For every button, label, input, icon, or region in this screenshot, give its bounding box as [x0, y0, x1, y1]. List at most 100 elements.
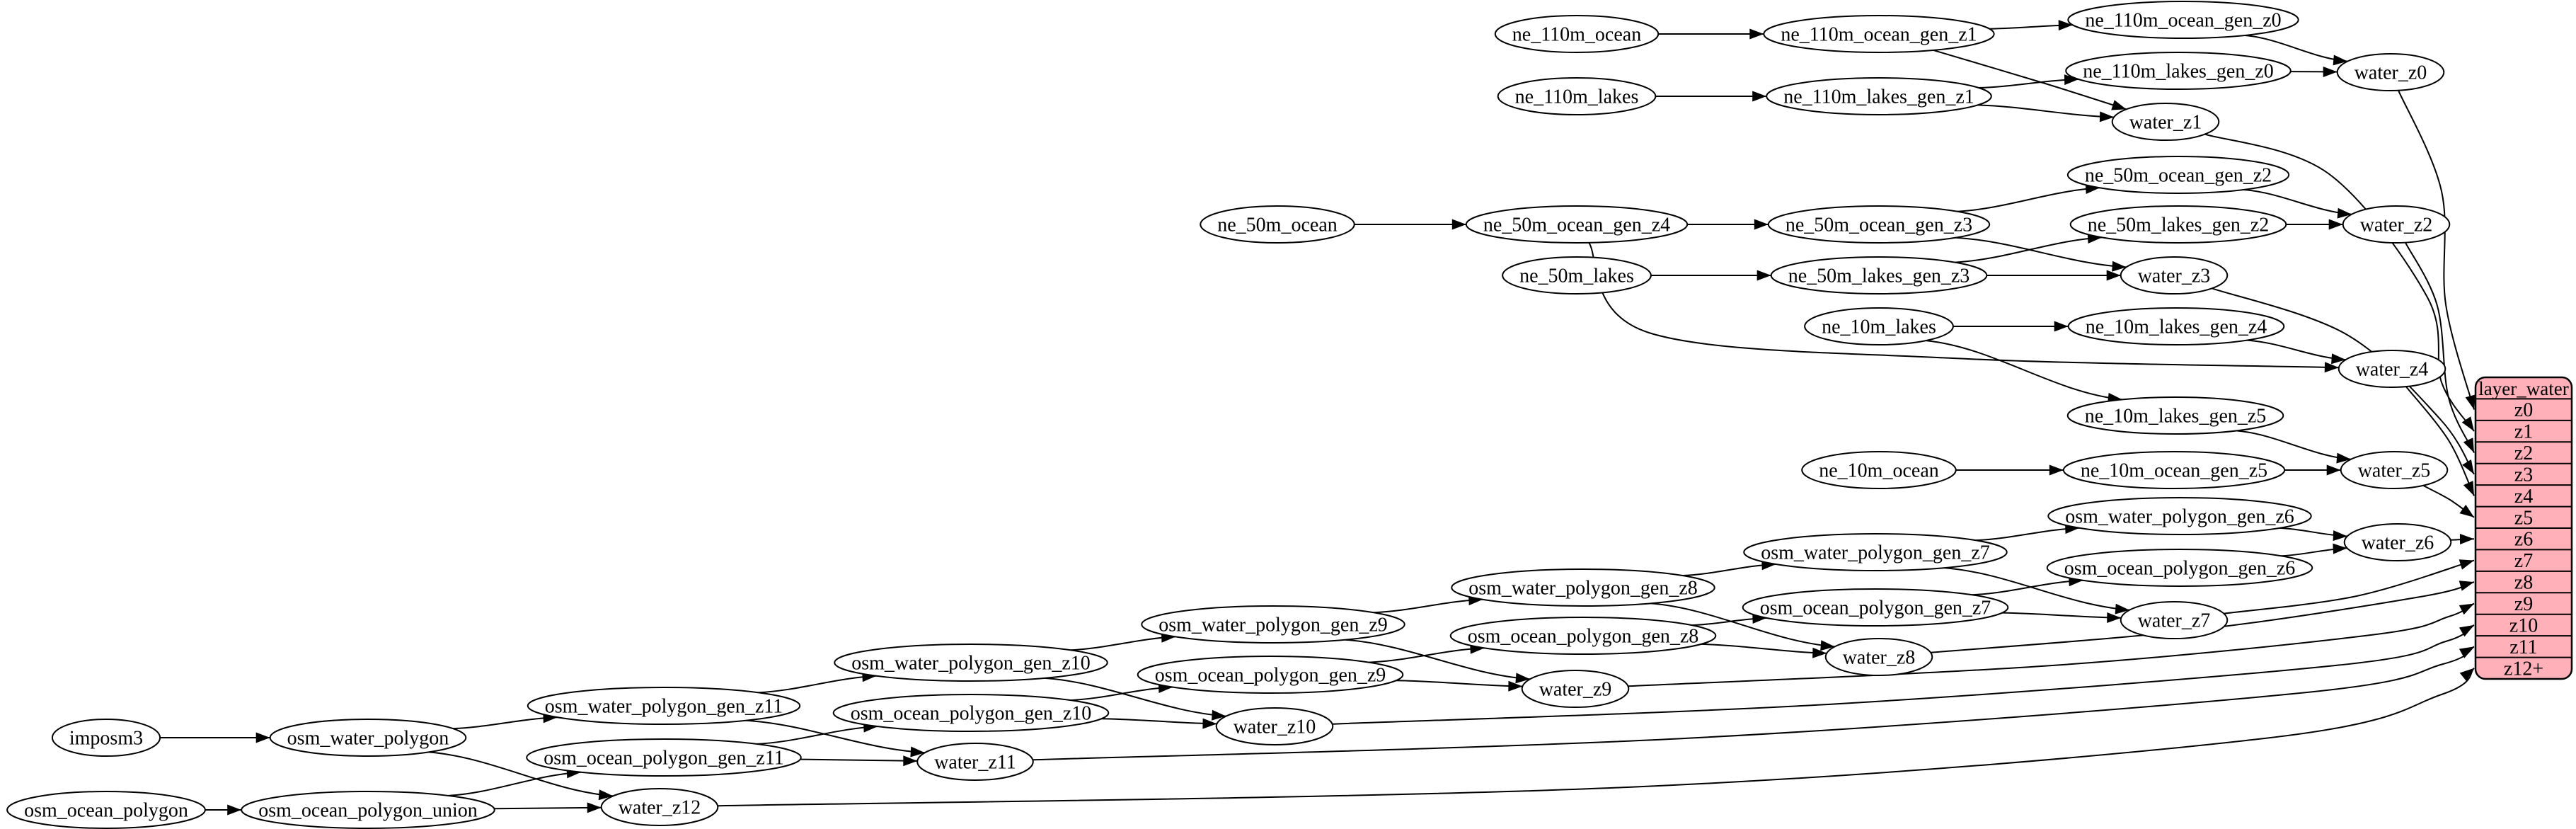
node-ellipse	[916, 743, 1034, 781]
node-ellipse	[1200, 205, 1355, 244]
layer-water-row-z6: z6	[2514, 529, 2533, 551]
node-label: ne_10m_ocean	[1819, 460, 1939, 482]
arrowhead-icon	[2463, 438, 2474, 453]
node-label: osm_ocean_polygon_gen_z11	[544, 748, 784, 770]
arrowhead-icon	[2058, 20, 2073, 31]
edge-osm_ocean_polygon_union--osm_ocean_polygon_gen_z11	[448, 771, 582, 796]
node-ne_50m_ocean_gen_z4: ne_50m_ocean_gen_z4	[1465, 205, 1689, 244]
edge-osm_water_polygon_gen_z8--water_z8	[1650, 602, 1835, 648]
edge-ne_10m_lakes_gen_z4--water_z4	[2246, 339, 2346, 361]
node-label: ne_50m_ocean	[1217, 215, 1338, 236]
node-ellipse	[832, 694, 1110, 732]
node-ellipse	[241, 791, 495, 829]
node-water_z8: water_z8	[1824, 638, 1933, 676]
node-label: ne_10m_lakes	[1822, 316, 1936, 338]
edge-osm_water_polygon_gen_z11--osm_water_polygon_gen_z10	[758, 675, 877, 694]
layer-water-row-z12+: z12+	[2504, 658, 2543, 680]
node-ellipse	[2343, 523, 2452, 561]
arrowhead-icon	[910, 746, 925, 757]
node-ellipse	[1742, 588, 2009, 627]
node-osm_ocean_polygon_union: osm_ocean_polygon_union	[241, 791, 495, 829]
node-label: water_z3	[2138, 265, 2211, 287]
node-ellipse	[2066, 396, 2284, 435]
edge-ne_50m_ocean_gen_z3--water_z3	[1955, 236, 2127, 268]
node-ellipse	[1451, 568, 1715, 607]
node-label: osm_water_polygon_gen_z10	[851, 653, 1091, 675]
node-water_z9: water_z9	[1521, 670, 1630, 708]
arrowhead-icon	[1754, 219, 1769, 230]
node-ne_110m_lakes_gen_z0: ne_110m_lakes_gen_z0	[2065, 52, 2292, 90]
node-water_z11: water_z11	[916, 743, 1034, 781]
node-label: water_z8	[1843, 647, 1916, 669]
node-label: osm_water_polygon_gen_z8	[1468, 578, 1698, 600]
node-ne_50m_ocean: ne_50m_ocean	[1200, 205, 1355, 244]
node-label: osm_ocean_polygon_gen_z8	[1468, 626, 1699, 648]
edge-osm_water_polygon_gen_z7--water_z7	[1944, 567, 2130, 611]
node-label: osm_ocean_polygon_gen_z9	[1155, 665, 1386, 687]
node-ellipse	[1449, 617, 1717, 655]
node-ellipse	[526, 738, 802, 777]
node-osm_ocean_polygon_gen_z8: osm_ocean_polygon_gen_z8	[1449, 617, 1717, 655]
arrowhead-icon	[2099, 111, 2115, 122]
node-label: water_z11	[934, 752, 1016, 774]
arrowhead-icon	[587, 802, 602, 813]
arrowhead-icon	[2106, 270, 2121, 281]
edge-osm_ocean_polygon_gen_z11--osm_ocean_polygon_gen_z10	[757, 726, 878, 745]
arrowhead-icon	[2461, 416, 2474, 432]
layer-water-table: layer_waterz0z1z2z3z4z5z6z7z8z9z10z11z12…	[2474, 376, 2573, 680]
arrowhead-icon	[1508, 680, 1523, 692]
arrowhead-icon	[1202, 718, 1217, 729]
node-label: osm_water_polygon_gen_z7	[1761, 542, 1990, 564]
edge-water_z12--layer_water-z12+	[718, 668, 2475, 807]
arrowhead-icon	[2337, 207, 2352, 219]
node-ellipse	[527, 687, 801, 725]
arrowhead-icon	[227, 804, 242, 816]
node-label: water_z12	[619, 797, 701, 819]
node-ne_110m_ocean: ne_110m_ocean	[1494, 15, 1660, 53]
edge-ne_50m_ocean_gen_z4--water_z4	[1588, 242, 2339, 369]
arrowhead-icon	[1451, 219, 1466, 230]
node-ne_110m_ocean_gen_z1: ne_110m_ocean_gen_z1	[1763, 15, 1995, 53]
node-label: ne_10m_ocean_gen_z5	[2081, 460, 2267, 482]
layer-water-row-z2: z2	[2514, 442, 2533, 464]
layer-water-row-z3: z3	[2514, 464, 2533, 486]
node-ellipse	[2340, 451, 2449, 489]
edge-water_z8--layer_water-z8	[1931, 581, 2475, 653]
arrowhead-icon	[2459, 603, 2474, 615]
arrowhead-icon	[2459, 668, 2474, 682]
node-ellipse	[1804, 307, 1954, 345]
node-label: osm_ocean_polygon_gen_z10	[851, 703, 1092, 725]
arrowhead-icon	[2331, 353, 2346, 365]
arrowhead-icon	[2459, 534, 2474, 544]
node-ellipse	[2338, 350, 2446, 388]
arrowhead-icon	[1515, 673, 1530, 684]
node-label: osm_water_polygon_gen_z11	[545, 696, 783, 718]
node-label: water_z0	[2354, 62, 2427, 84]
node-ellipse	[2065, 52, 2292, 90]
edge-ne_50m_lakes_gen_z3--ne_50m_lakes_gen_z2	[1955, 236, 2103, 263]
edge-osm_water_polygon_gen_z9--water_z9	[1345, 639, 1530, 680]
node-ellipse	[1494, 15, 1660, 53]
node-label: water_z9	[1539, 679, 1612, 701]
node-ellipse	[1215, 707, 1334, 745]
node-label: ne_110m_ocean	[1512, 24, 1641, 46]
node-ellipse	[1767, 205, 1991, 244]
arrowhead-icon	[2463, 481, 2474, 496]
node-ellipse	[51, 719, 161, 757]
arrowhead-icon	[2111, 100, 2127, 110]
node-ellipse	[2069, 205, 2287, 244]
arrowhead-icon	[2465, 394, 2476, 410]
node-osm_ocean_polygon_gen_z10: osm_ocean_polygon_gen_z10	[832, 694, 1110, 732]
node-osm_water_polygon_gen_z7: osm_water_polygon_gen_z7	[1743, 533, 2008, 571]
node-ellipse	[2336, 53, 2445, 91]
node-ellipse	[1763, 15, 1995, 53]
arrowhead-icon	[903, 755, 918, 767]
edge-osm_water_polygon--osm_water_polygon_gen_z11	[452, 716, 558, 730]
node-label: water_z10	[1234, 716, 1316, 738]
node-osm_water_polygon_gen_z11: osm_water_polygon_gen_z11	[527, 687, 801, 725]
arrowhead-icon	[2326, 464, 2341, 476]
node-label: water_z7	[2138, 610, 2211, 632]
node-ellipse	[2067, 307, 2285, 345]
